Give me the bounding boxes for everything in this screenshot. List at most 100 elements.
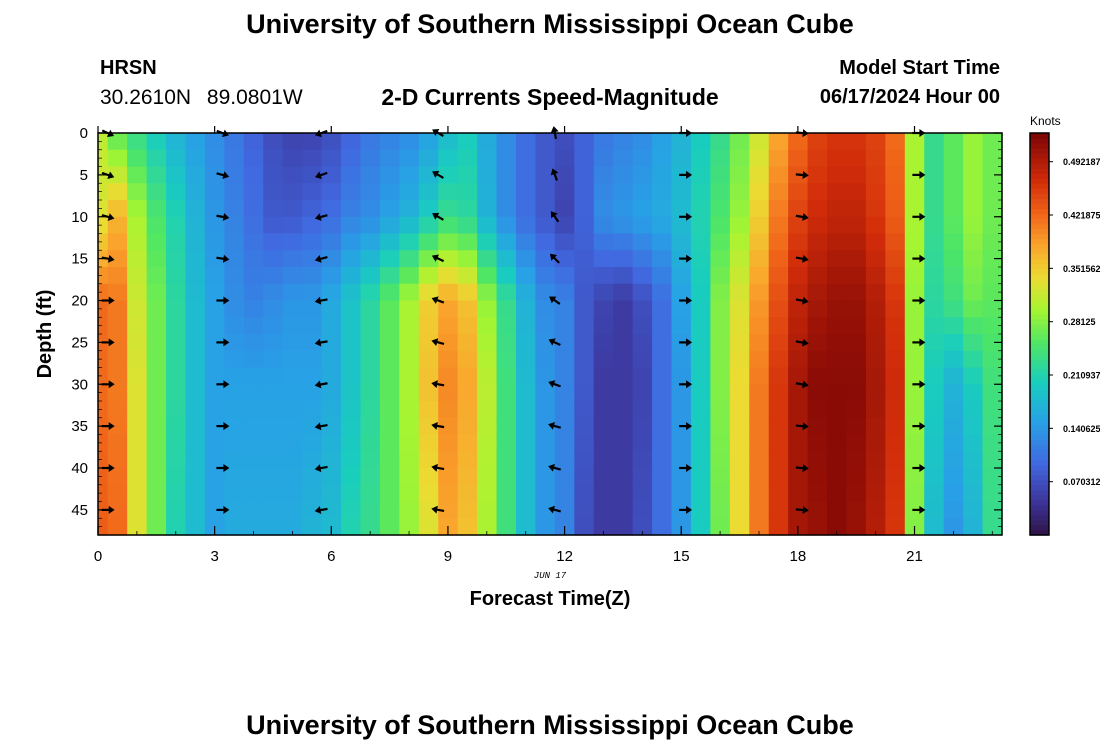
heatmap-cell <box>904 149 925 168</box>
heatmap-cell <box>846 300 867 318</box>
heatmap-cell <box>166 166 187 184</box>
heatmap-cell <box>457 216 478 235</box>
heatmap-cell <box>204 166 225 184</box>
heatmap-cell <box>438 350 459 369</box>
heatmap-cell <box>185 216 206 235</box>
heatmap-cell <box>904 484 925 503</box>
current-arrow <box>216 213 230 221</box>
heatmap-cell <box>146 484 167 503</box>
heatmap-cell <box>263 417 284 436</box>
heatmap-cell <box>593 334 614 352</box>
heatmap-cell <box>632 384 653 402</box>
heatmap-cell <box>243 468 264 486</box>
heatmap-cell <box>535 350 556 369</box>
heatmap-cell <box>710 200 731 218</box>
heatmap-cell <box>535 233 556 251</box>
heatmap-cell <box>146 200 167 218</box>
colorbar-segment <box>1030 364 1049 370</box>
heatmap-cell <box>477 501 498 519</box>
heatmap-cell <box>360 484 381 503</box>
heatmap-cell <box>282 484 303 503</box>
heatmap-cell <box>807 518 828 536</box>
current-arrow <box>679 464 693 472</box>
heatmap-cell <box>438 451 459 469</box>
heatmap-cell <box>321 350 342 369</box>
heatmap-cell <box>515 350 537 369</box>
heatmap-cell <box>282 384 303 402</box>
heatmap-cell <box>243 133 264 151</box>
current-arrow <box>432 212 444 221</box>
heatmap-cell <box>263 149 284 168</box>
current-arrow <box>912 296 926 305</box>
heatmap-cell <box>652 166 673 184</box>
heatmap-cell <box>982 451 1003 469</box>
heatmap-cell <box>613 200 634 218</box>
heatmap-cell <box>671 401 692 419</box>
colorbar-segment <box>1030 243 1049 250</box>
heatmap-cell <box>690 468 711 486</box>
current-arrow <box>548 463 561 472</box>
heatmap-cell <box>243 384 264 402</box>
heatmap-cell <box>496 451 517 469</box>
heatmap-cell <box>943 367 964 385</box>
current-arrow <box>912 170 926 179</box>
heatmap-cell <box>729 267 750 285</box>
heatmap-cell <box>924 317 945 335</box>
heatmap-cell <box>671 300 692 318</box>
heatmap-cell <box>477 283 498 302</box>
heatmap-cell <box>399 200 420 218</box>
heatmap-cell <box>768 367 789 385</box>
heatmap-cell <box>554 434 575 452</box>
heatmap-cell <box>302 417 323 436</box>
heatmap-cell <box>166 468 187 486</box>
heatmap-cell <box>496 216 517 235</box>
heatmap-cell <box>477 267 498 285</box>
heatmap-cell <box>632 283 653 302</box>
heatmap-cell <box>982 250 1003 268</box>
heatmap-cell <box>282 434 303 452</box>
heatmap-cell <box>807 149 828 168</box>
heatmap-cell <box>360 283 381 302</box>
heatmap-cell <box>943 518 964 536</box>
colorbar-segment <box>1030 499 1049 506</box>
heatmap-cell <box>107 216 128 235</box>
heatmap-cell <box>263 350 284 369</box>
heatmap-cell <box>846 133 867 151</box>
heatmap-cell <box>924 200 945 218</box>
heatmap-cell <box>690 350 711 369</box>
heatmap-cell <box>982 501 1003 519</box>
heatmap-cell <box>982 216 1003 235</box>
heatmap-cell <box>613 166 634 184</box>
heatmap-cell <box>243 484 264 503</box>
heatmap-cell <box>632 350 653 369</box>
heatmap-cell <box>146 250 167 268</box>
heatmap-cell <box>690 283 711 302</box>
heatmap-cell <box>360 501 381 519</box>
heatmap-cell <box>710 434 731 452</box>
heatmap-cell <box>982 468 1003 486</box>
current-arrow <box>795 296 809 305</box>
heatmap-cell <box>846 484 867 503</box>
heatmap-cell <box>768 233 789 251</box>
heatmap-cell <box>865 283 886 302</box>
heatmap-cell <box>166 451 187 469</box>
heatmap-cell <box>593 166 614 184</box>
heatmap-cell <box>146 434 167 452</box>
heatmap-cell <box>496 501 517 519</box>
heatmap-cell <box>341 367 362 385</box>
heatmap-cell <box>710 250 731 268</box>
heatmap-cell <box>846 166 867 184</box>
colorbar-segment <box>1030 454 1049 461</box>
heatmap-cell <box>671 216 692 235</box>
heatmap-cell <box>127 300 148 318</box>
heatmap-cell <box>107 250 128 268</box>
heatmap-cell <box>204 334 225 352</box>
heatmap-cell <box>496 401 517 419</box>
heatmap-cell <box>379 367 400 385</box>
heatmap-cell <box>360 317 381 335</box>
heatmap-cell <box>379 451 400 469</box>
heatmap-cell <box>399 434 420 452</box>
heatmap-cell <box>146 166 167 184</box>
heatmap-cell <box>166 250 187 268</box>
heatmap-cell <box>749 183 770 201</box>
